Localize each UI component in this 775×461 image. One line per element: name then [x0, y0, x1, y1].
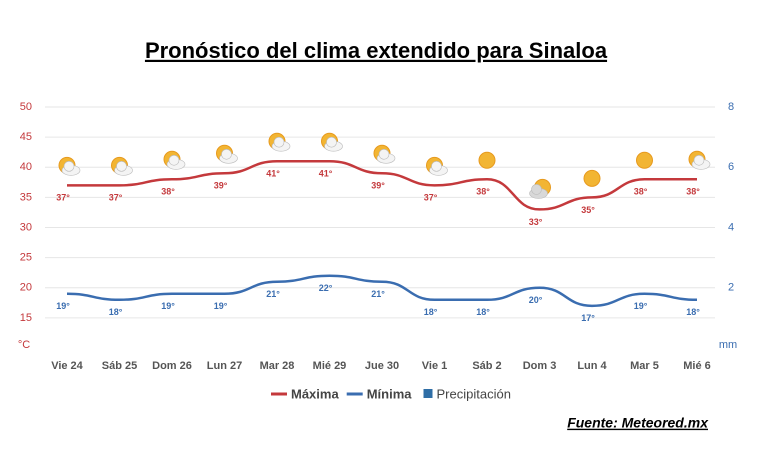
x-tick-label: Vie 1	[422, 360, 448, 372]
y2-tick-label: 4	[728, 221, 734, 233]
data-label: 22°	[319, 283, 333, 293]
x-tick-label: Sáb 2	[472, 360, 501, 372]
data-label: 37°	[109, 193, 123, 203]
data-label: 21°	[266, 289, 280, 299]
weather-cloud	[693, 155, 705, 166]
data-label: 38°	[686, 187, 700, 197]
data-label: 35°	[581, 205, 595, 215]
data-label: 17°	[581, 313, 595, 323]
data-label: 41°	[319, 169, 333, 179]
x-tick-label: Vie 24	[51, 360, 83, 372]
y2-axis-label: mm	[719, 339, 737, 351]
weather-sun	[583, 169, 601, 187]
data-label: 37°	[56, 193, 70, 203]
x-tick-label: Dom 26	[152, 360, 192, 372]
x-tick-label: Jue 30	[365, 360, 399, 372]
data-label: 37°	[424, 193, 438, 203]
x-tick-label: Mar 28	[260, 360, 295, 372]
y-tick-label: 15	[20, 312, 32, 324]
data-label: 21°	[371, 289, 385, 299]
x-tick-label: Mar 5	[630, 360, 659, 372]
weather-cloud	[378, 148, 390, 160]
weather-cloud	[326, 136, 337, 148]
weather-cloud	[168, 155, 180, 166]
y-tick-label: 35	[20, 191, 32, 203]
legend-label: Mínima	[367, 386, 413, 401]
data-label: 38°	[161, 187, 175, 197]
data-label: 20°	[529, 295, 543, 305]
legend-label: Máxima	[291, 386, 339, 401]
data-label: 18°	[476, 307, 490, 317]
x-tick-label: Mié 6	[683, 360, 711, 372]
data-label: 18°	[424, 307, 438, 317]
y2-tick-label: 6	[728, 161, 734, 173]
y-tick-label: 40	[20, 161, 32, 173]
y-tick-label: 25	[20, 252, 32, 264]
weather-sun	[478, 151, 496, 169]
y2-tick-label: 8	[728, 101, 734, 113]
legend-label: Precipitación	[437, 386, 511, 401]
y-axis-label: °C	[18, 339, 30, 351]
x-tick-label: Dom 3	[523, 360, 557, 372]
data-label: 19°	[56, 301, 70, 311]
x-tick-label: Lun 27	[207, 360, 242, 372]
data-label: 41°	[266, 169, 280, 179]
y-tick-label: 45	[20, 131, 32, 143]
source: Fuente: Meteored.mx	[567, 415, 709, 431]
data-label: 19°	[634, 301, 648, 311]
data-label: 38°	[476, 187, 490, 197]
weather-cloud	[431, 161, 442, 172]
x-tick-label: Lun 4	[577, 360, 607, 372]
data-label: 18°	[686, 307, 700, 317]
weather-sun	[636, 151, 653, 169]
weather-cloud	[273, 136, 285, 148]
weather-cloud	[531, 184, 542, 195]
chart-title: Pronóstico del clima extendido para Sina…	[145, 38, 608, 63]
data-label: 19°	[161, 301, 175, 311]
data-label: 39°	[214, 181, 228, 191]
data-label: 19°	[214, 301, 228, 311]
legend-swatch	[423, 389, 433, 398]
data-label: 33°	[529, 217, 543, 227]
y-tick-label: 20	[20, 282, 32, 294]
y2-tick-label: 2	[728, 282, 734, 294]
weather-cloud	[221, 148, 232, 160]
series-line	[66, 274, 698, 308]
x-tick-label: Mié 29	[313, 360, 347, 372]
data-label: 18°	[109, 307, 123, 317]
series-line	[67, 159, 697, 211]
y-tick-label: 30	[20, 221, 32, 233]
x-tick-label: Sáb 25	[102, 360, 137, 372]
y-tick-label: 50	[20, 101, 32, 113]
data-label: 39°	[371, 181, 385, 191]
weather-cloud	[63, 161, 75, 172]
data-label: 38°	[634, 187, 648, 197]
weather-cloud	[116, 161, 127, 172]
